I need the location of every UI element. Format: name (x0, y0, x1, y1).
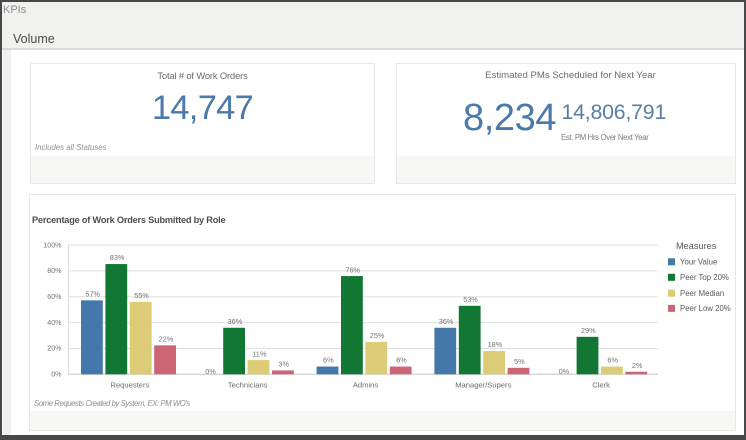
svg-text:Manager/Supers: Manager/Supers (455, 381, 511, 390)
svg-text:40%: 40% (47, 319, 62, 327)
svg-text:Technicians: Technicians (228, 381, 268, 390)
svg-text:53%: 53% (463, 295, 478, 304)
svg-text:0%: 0% (51, 371, 62, 379)
svg-text:36%: 36% (228, 317, 243, 326)
svg-text:25%: 25% (370, 331, 385, 340)
svg-text:Your Value: Your Value (680, 258, 717, 267)
svg-text:55%: 55% (134, 291, 149, 300)
svg-text:11%: 11% (252, 349, 267, 358)
svg-text:Requesters: Requesters (110, 381, 149, 390)
svg-text:100%: 100% (43, 241, 62, 249)
svg-text:3%: 3% (278, 360, 289, 369)
svg-text:22%: 22% (159, 335, 174, 344)
svg-text:Clerk: Clerk (592, 381, 610, 390)
svg-text:6%: 6% (396, 356, 407, 365)
svg-text:6%: 6% (607, 356, 618, 365)
svg-text:83%: 83% (110, 253, 125, 262)
svg-text:Peer Median: Peer Median (680, 289, 724, 298)
svg-text:Admins: Admins (353, 381, 379, 390)
svg-text:60%: 60% (47, 293, 62, 301)
svg-text:0%: 0% (559, 367, 570, 376)
svg-text:6%: 6% (323, 356, 334, 365)
svg-text:18%: 18% (488, 340, 503, 349)
svg-text:2%: 2% (632, 361, 643, 370)
svg-text:0%: 0% (205, 367, 216, 376)
svg-text:5%: 5% (514, 357, 525, 366)
svg-text:29%: 29% (581, 326, 596, 335)
svg-text:Peer Low 20%: Peer Low 20% (680, 304, 731, 313)
svg-text:36%: 36% (439, 317, 454, 326)
svg-text:Peer Top 20%: Peer Top 20% (680, 273, 729, 282)
svg-text:76%: 76% (345, 265, 360, 274)
svg-text:80%: 80% (47, 267, 62, 275)
svg-text:20%: 20% (47, 345, 62, 353)
svg-text:Measures: Measures (676, 241, 717, 251)
svg-text:57%: 57% (85, 290, 100, 299)
